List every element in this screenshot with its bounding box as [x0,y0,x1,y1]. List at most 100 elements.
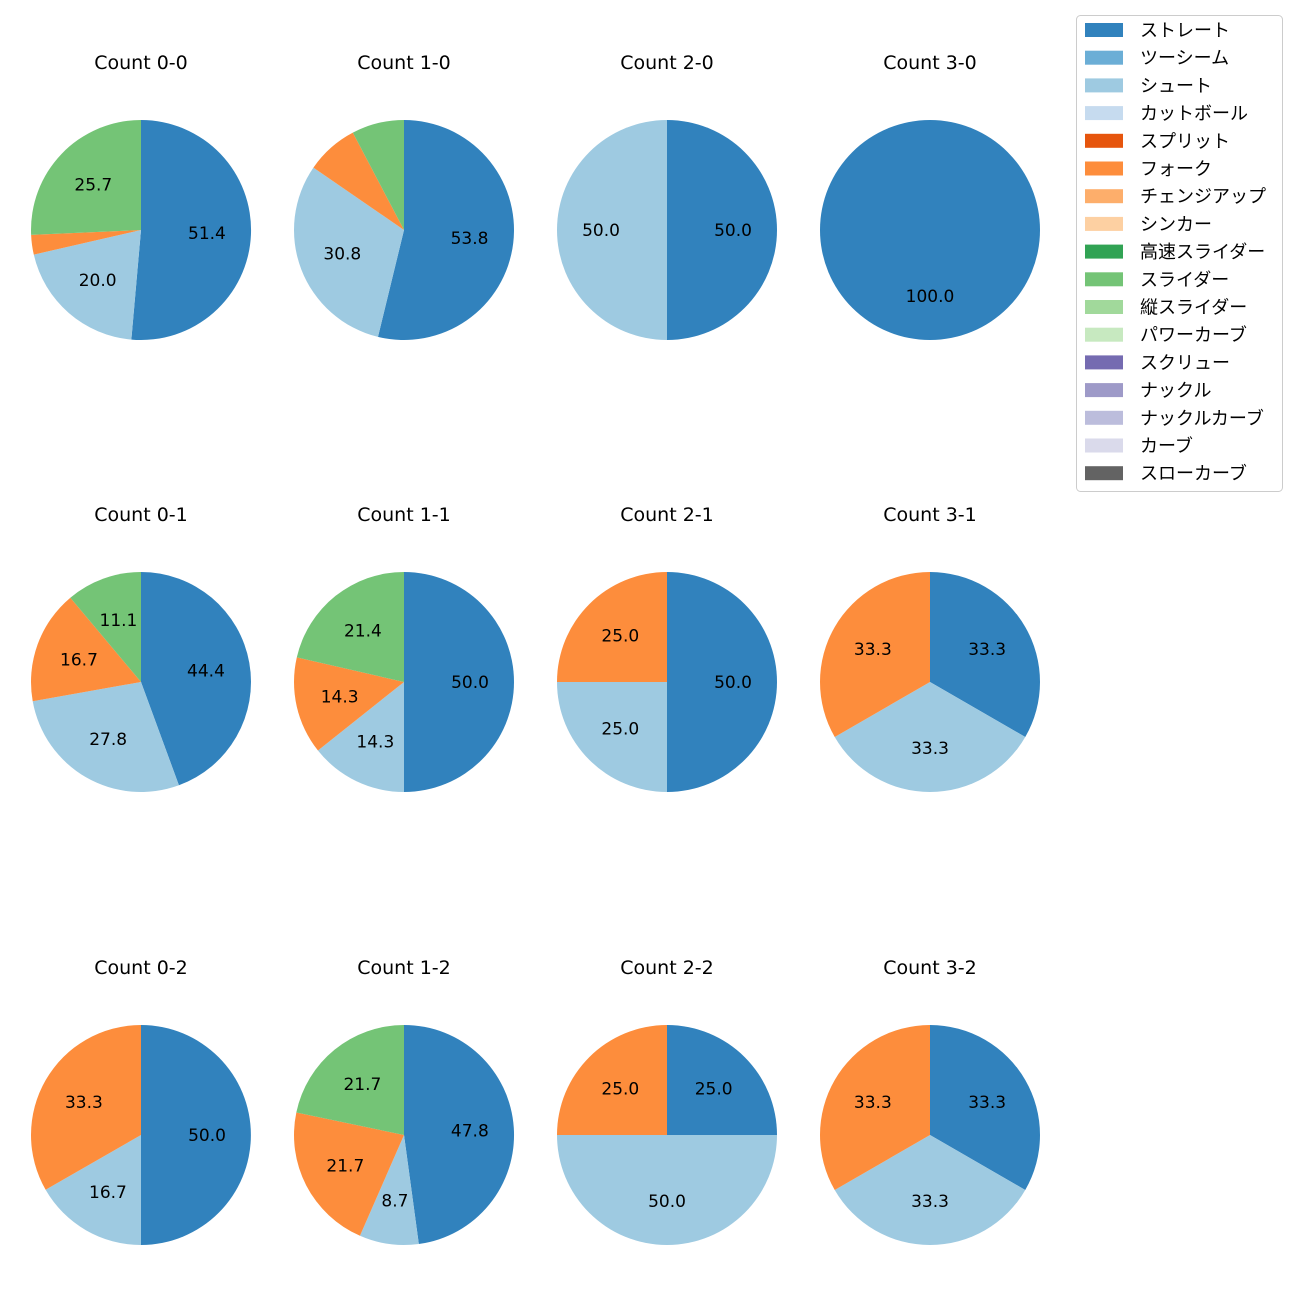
legend-item: ツーシーム [1085,48,1229,69]
legend-label: 縦スライダー [1140,298,1247,319]
legend-item: シンカー [1085,214,1212,235]
slice-label: 11.1 [100,611,138,631]
pie-slice [377,120,515,340]
legend-label: チェンジアップ [1140,187,1266,208]
slice-label: 50.0 [451,673,489,693]
slice-label: 50.0 [714,221,752,241]
slice-label: 8.7 [381,1191,408,1211]
pie-slice [820,1025,930,1190]
slice-label: 21.7 [343,1075,381,1095]
legend-item: フォーク [1085,159,1212,180]
pie-chart: Count 1-0 53.8 30.8 [293,52,515,340]
legend-item: ナックルカーブ [1085,407,1264,429]
legend-swatch [1085,383,1123,398]
legend-label: スローカーブ [1140,463,1247,485]
legend-label: スクリュー [1140,353,1230,374]
legend-label: 高速スライダー [1140,242,1265,263]
slice-label: 30.8 [323,245,361,265]
pie-title: Count 2-0 [620,52,714,74]
slice-label: 21.7 [326,1156,364,1176]
legend: ストレートツーシームシュートカットボールスプリットフォークチェンジアップシンカー… [1076,15,1283,492]
slice-label: 21.4 [344,621,382,641]
slice-label: 33.3 [911,739,949,759]
pie-slice [294,1112,404,1236]
pie-chart: Count 3-0 100.0 [820,52,1040,340]
pie-slice [404,1025,515,1244]
slice-label: 25.0 [601,626,639,646]
pie-title: Count 0-0 [94,52,188,74]
legend-swatch [1085,410,1123,425]
legend-swatch [1085,189,1123,204]
slice-label: 50.0 [648,1192,686,1212]
slice-label: 25.0 [695,1079,733,1099]
slice-label: 16.7 [89,1183,127,1203]
pie-slice [352,120,404,230]
legend-label: カットボール [1140,104,1248,125]
slice-label: 25.0 [601,1079,639,1099]
slice-label: 33.3 [911,1192,949,1212]
pie-chart: Count 2-1 50.0 25.0 25.0 [557,504,777,792]
pie-slice [70,572,141,682]
pie-slice [834,1135,1026,1245]
pie-slice [667,1025,777,1135]
pie-title: Count 0-2 [94,957,188,979]
legend-swatch [1085,50,1123,65]
pie-title: Count 2-1 [620,504,714,526]
pie-slice [131,119,252,340]
pie-title: Count 0-1 [94,504,188,526]
pie-title: Count 1-0 [357,52,451,74]
slice-label: 47.8 [451,1122,489,1142]
pie-slice [296,572,404,682]
slice-label: 50.0 [188,1126,226,1146]
slice-label: 20.0 [79,271,117,291]
pie-slice [930,572,1040,737]
pie-slice [33,230,141,340]
pie-slice [296,1025,404,1135]
pie-slice [45,1135,142,1245]
pie-slice [141,1025,251,1245]
pie-title: Count 1-1 [357,504,451,526]
pie-slice [557,1135,777,1245]
pie-title: Count 3-0 [883,52,977,74]
pie-slice [820,120,1040,340]
legend-swatch [1085,272,1123,287]
legend-label: ストレート [1140,21,1230,42]
legend-label: スライダー [1140,270,1229,291]
slice-label: 16.7 [60,650,98,670]
slice-label: 50.0 [714,673,752,693]
legend-item: スライダー [1085,270,1229,291]
pie-slice [31,230,141,255]
legend-swatch [1085,300,1123,314]
legend-swatch [1085,355,1123,370]
pie-slice [30,1025,142,1190]
pie-slice [317,682,404,792]
legend-item: ナックル [1085,381,1211,402]
pie-title: Count 3-1 [883,504,977,526]
slice-label: 100.0 [906,287,955,307]
pie-slice [667,120,777,340]
pie-slice [557,682,667,792]
legend-item: シュート [1085,76,1212,97]
pie-chart: Count 1-2 47.8 8.7 21.7 21.7 [294,957,515,1246]
legend-frame [1076,15,1283,492]
pie-chart: Count 2-0 50.0 50.0 [557,52,777,340]
legend-swatch [1085,106,1123,121]
slice-label: 33.3 [854,640,892,660]
legend-label: シュート [1140,76,1212,97]
legend-label: ツーシーム [1140,48,1229,69]
legend-swatch [1085,23,1123,37]
slice-label: 33.3 [968,1093,1006,1113]
slice-label: 44.4 [187,661,225,681]
legend-item: チェンジアップ [1085,187,1266,208]
pie-chart: Count 0-0 51.4 20.0 25.7 [31,52,252,340]
legend-item: 縦スライダー [1085,298,1247,319]
pie-slice [930,1025,1040,1190]
pie-chart: Count 2-2 25.0 50.0 25.0 [557,957,777,1245]
legend-item: カーブ [1085,435,1193,457]
pie-slice [293,657,404,751]
legend-item: ストレート [1085,21,1230,42]
legend-swatch [1085,216,1123,231]
pie-slice [141,572,251,786]
legend-swatch [1085,466,1123,481]
